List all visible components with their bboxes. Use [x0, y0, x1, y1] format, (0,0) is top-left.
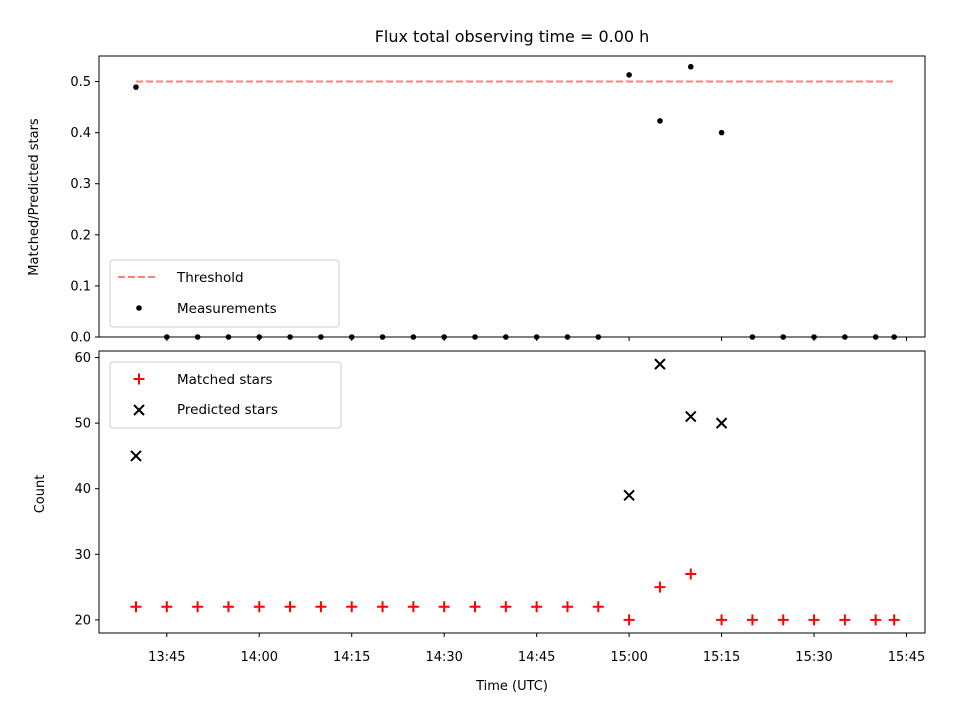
top-y-tick-label: 0.4 [70, 126, 91, 141]
measurement-point [718, 129, 725, 136]
matched-stars-point [346, 601, 358, 613]
matched-stars-point [284, 601, 296, 613]
matched-stars-point [685, 568, 697, 580]
x-axis-label: Time (UTC) [475, 679, 548, 694]
predicted-stars-legend-swatch [133, 404, 145, 416]
top-panel: Flux total observing time = 0.00 h Match… [27, 27, 926, 346]
bottom-y-axis-label: Count [33, 475, 48, 514]
matched-stars-point [888, 614, 900, 626]
matched-stars-point [222, 601, 234, 613]
top-y-axis-label: Matched/Predicted stars [27, 118, 42, 276]
x-tick-label: 15:45 [888, 650, 925, 665]
matched-stars-point [561, 601, 573, 613]
matched-stars-point [315, 601, 327, 613]
measurement-point [626, 72, 632, 78]
bottom-y-tick-label: 40 [74, 482, 91, 497]
bottom-legend-box [109, 361, 342, 429]
bottom-y-tick-label: 20 [74, 613, 91, 628]
matched-stars-point [377, 601, 389, 613]
matched-stars-point [253, 601, 265, 613]
x-tick-label: 14:00 [241, 650, 278, 665]
x-tick-label: 15:30 [795, 650, 832, 665]
matched-stars-point [623, 614, 635, 626]
predicted-stars-point [623, 489, 635, 501]
x-tick-label: 14:15 [333, 650, 370, 665]
predicted-stars-point [685, 410, 697, 423]
matched-stars-point [469, 601, 481, 613]
measurements-legend-swatch [136, 305, 142, 311]
matched-stars-point [839, 614, 851, 626]
top-y-tick-label: 0.3 [70, 177, 91, 192]
top-y-tick-label: 0.1 [70, 279, 91, 294]
bottom-axes-frame [98, 350, 926, 634]
matched-stars-point [592, 601, 604, 613]
matched-stars-point [130, 601, 142, 613]
threshold-legend-label: Threshold [176, 270, 244, 286]
predicted-stars-legend-label: Predicted stars [177, 402, 278, 418]
matched-stars-point [500, 601, 512, 613]
matched-stars-point [746, 614, 758, 626]
bottom-y-tick-label: 50 [74, 417, 91, 432]
measurements-legend-label: Measurements [177, 301, 277, 317]
top-legend: Threshold Measurements [109, 259, 340, 328]
top-plot-area: 0.0 0.1 0.2 0.3 0.4 0.5 [70, 63, 908, 346]
measurement-point [687, 63, 694, 70]
matched-stars-point [531, 601, 543, 613]
matched-stars-point [870, 614, 882, 626]
matched-stars-point [777, 614, 789, 626]
x-tick-label: 15:00 [610, 650, 647, 665]
x-tick-label: 15:15 [703, 650, 740, 665]
measurement-point [657, 118, 663, 124]
bottom-y-tick-label: 60 [74, 351, 91, 366]
x-tick-label: 14:30 [425, 650, 462, 665]
bottom-legend: Matched stars Predicted stars [109, 361, 342, 429]
top-axes-frame [98, 55, 926, 338]
measurement-point [133, 84, 139, 90]
x-tick-label: 13:45 [148, 650, 185, 665]
matched-stars-point [161, 601, 173, 613]
bottom-plot-area: 20 30 40 50 60 13:45 14:00 14:15 14:30 14:45 15:00… [74, 351, 925, 665]
top-y-tick-label: 0.0 [70, 331, 91, 346]
predicted-stars-point [715, 417, 728, 429]
x-tick-label: 14:45 [518, 650, 555, 665]
matched-stars-legend-swatch [133, 373, 145, 385]
matched-stars-legend-label: Matched stars [177, 372, 273, 388]
matched-stars-point [438, 601, 450, 613]
bottom-y-tick-label: 30 [74, 548, 91, 563]
matched-stars-point [654, 581, 666, 593]
predicted-stars-point [654, 358, 666, 370]
bottom-panel: Count Time (UTC) 20 30 40 50 60 13:45 14:00 14:… [33, 350, 926, 694]
top-y-tick-label: 0.2 [70, 228, 91, 243]
predicted-stars-point [130, 450, 142, 462]
matched-stars-point [716, 614, 728, 626]
chart-title: Flux total observing time = 0.00 h [375, 27, 650, 46]
matched-stars-point [192, 601, 204, 613]
top-y-tick-label: 0.5 [70, 75, 91, 90]
matched-stars-point [407, 601, 419, 613]
matched-stars-point [808, 614, 820, 626]
top-legend-box [109, 259, 340, 328]
